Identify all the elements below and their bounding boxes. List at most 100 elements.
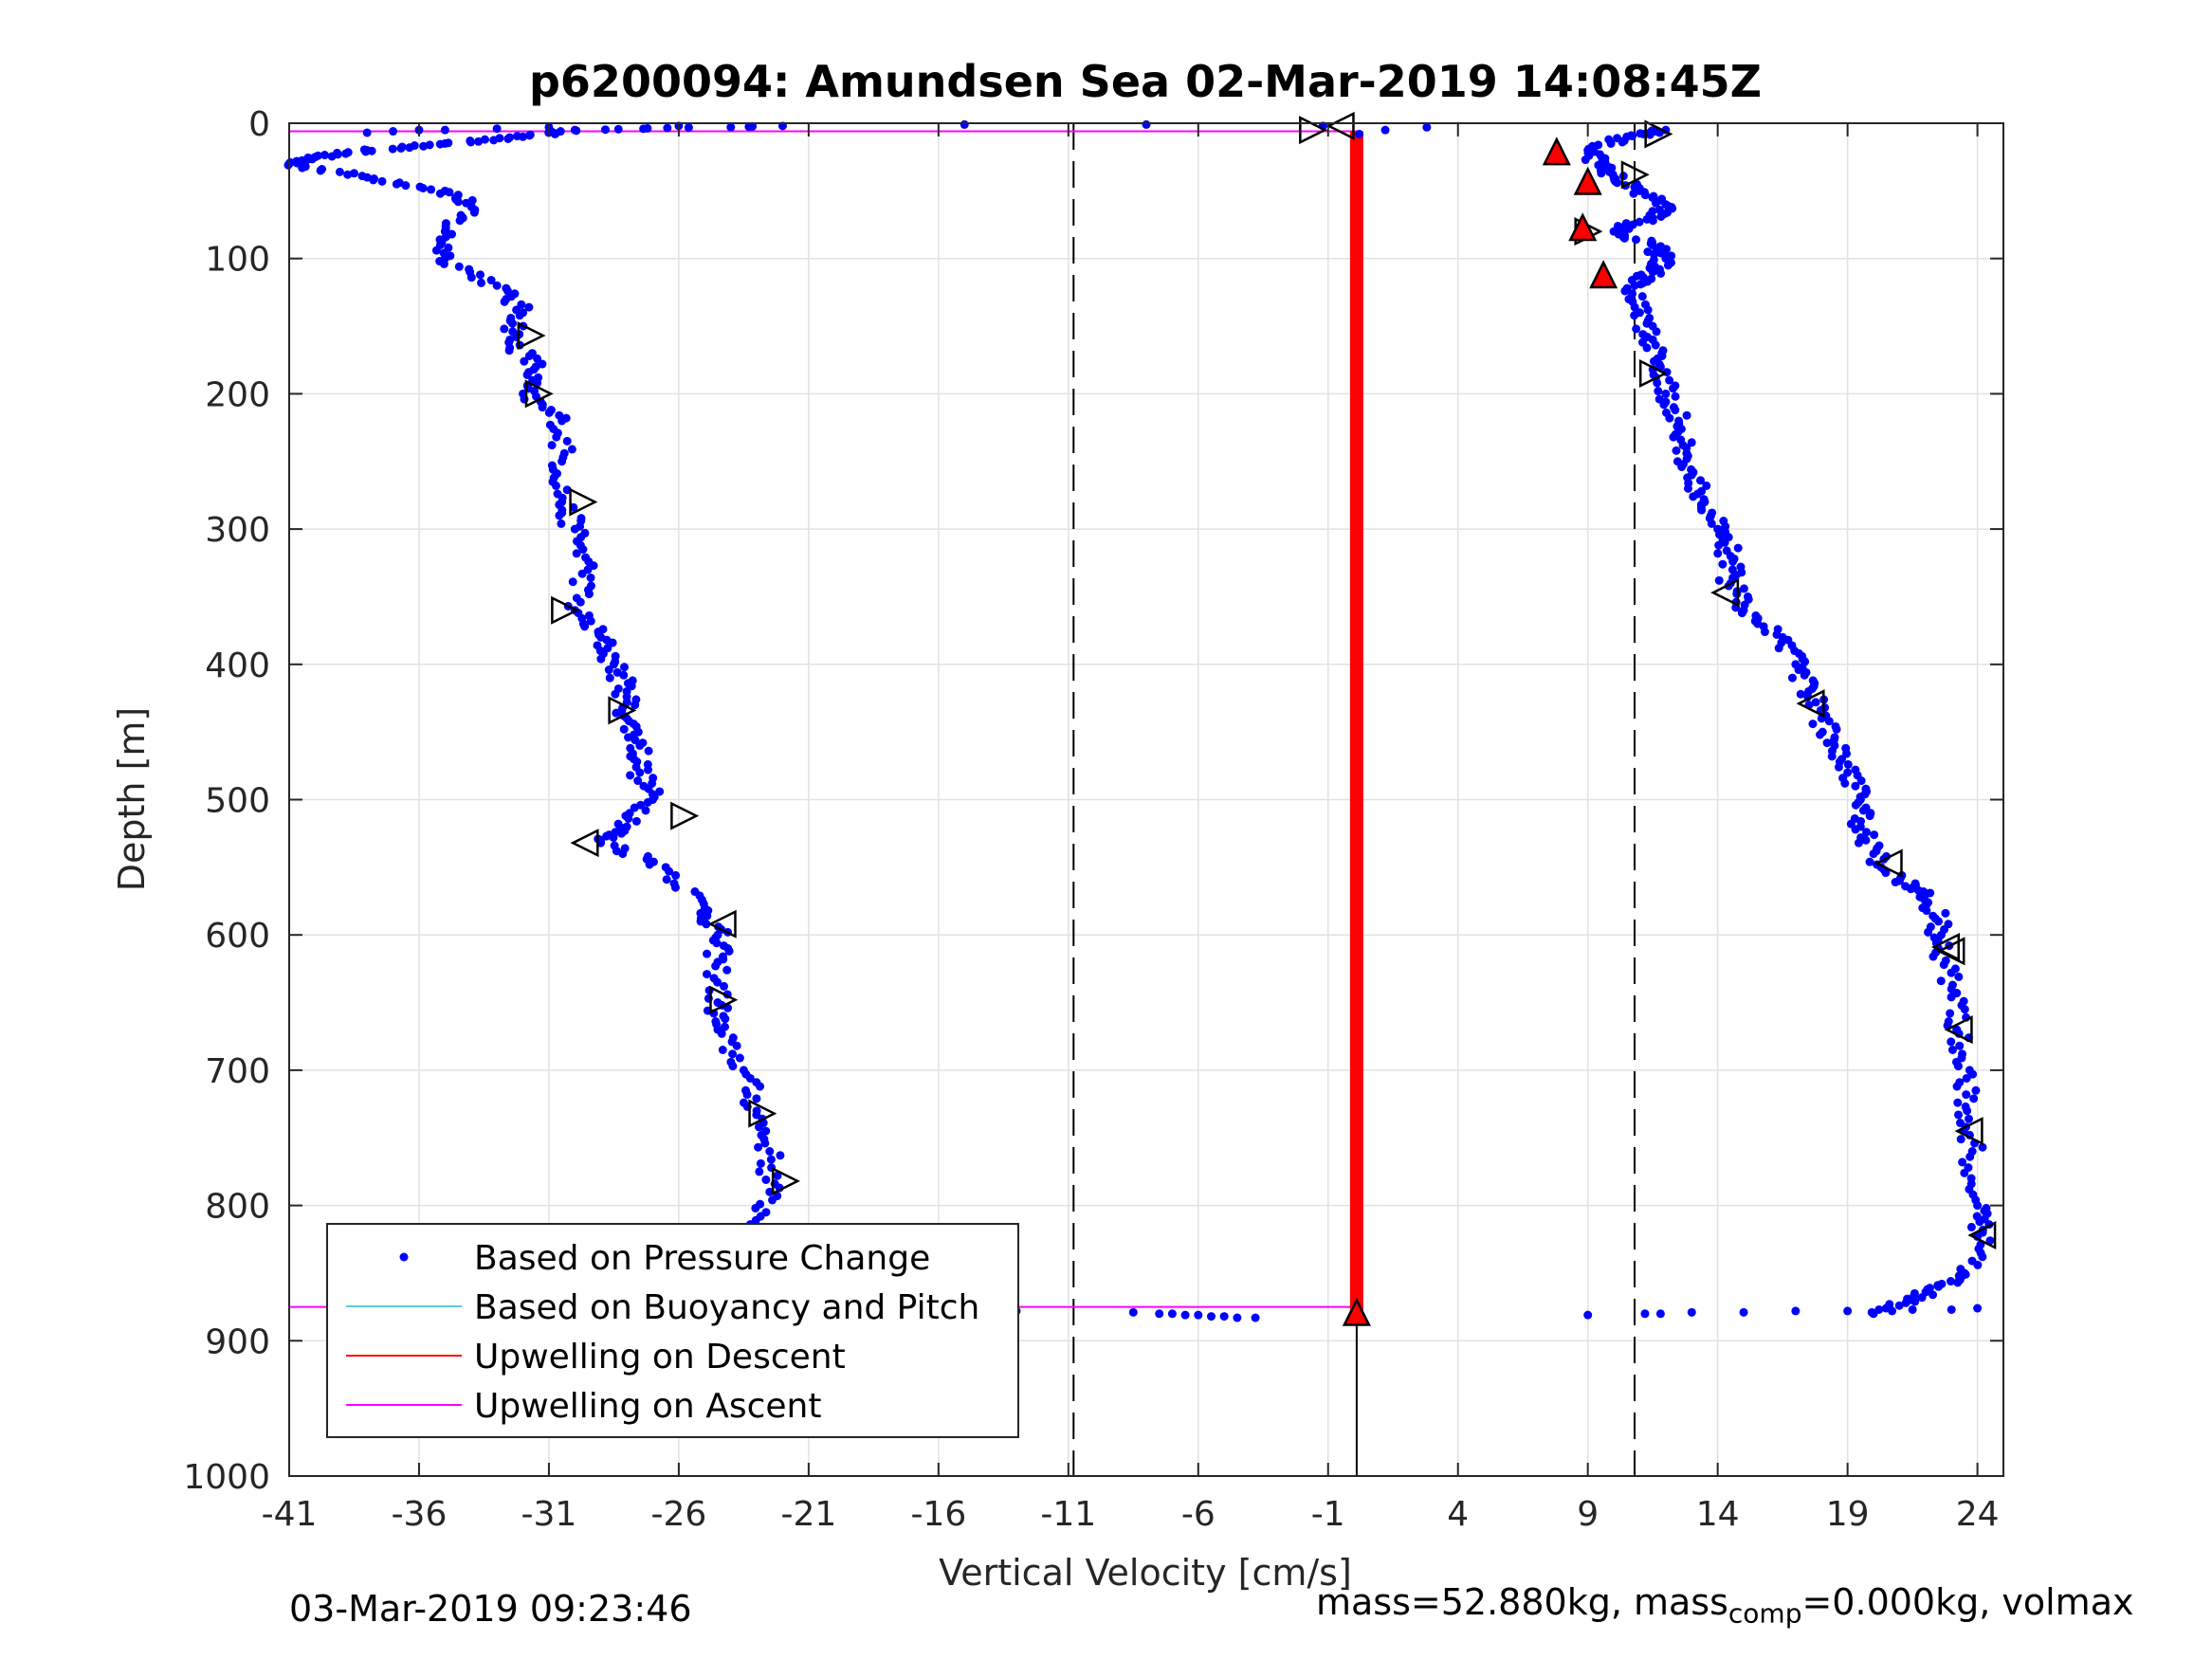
pressure-change-point	[533, 354, 542, 363]
pressure-change-point	[522, 370, 532, 379]
x-tick-label: -21	[780, 1495, 836, 1534]
pressure-change-point	[618, 849, 628, 859]
pressure-change-point	[684, 123, 693, 133]
pressure-change-point	[343, 170, 353, 179]
pressure-change-point	[1649, 191, 1658, 201]
pressure-change-point	[1926, 922, 1935, 932]
pressure-change-point	[703, 970, 712, 979]
pressure-change-point	[643, 797, 652, 807]
x-tick-label: -36	[392, 1495, 448, 1534]
pressure-change-point	[1640, 1309, 1650, 1319]
pressure-change-point	[445, 188, 454, 197]
pressure-change-point	[752, 1094, 761, 1103]
pressure-change-point	[1903, 1294, 1912, 1304]
pressure-change-point	[1978, 1142, 1987, 1152]
pressure-change-point	[1669, 403, 1678, 412]
pressure-change-point	[431, 246, 441, 255]
pressure-change-point	[508, 319, 518, 328]
pressure-change-point	[768, 1195, 777, 1205]
pressure-change-point	[320, 151, 329, 160]
filled-up-triangle-marker	[1568, 212, 1598, 242]
pressure-change-point	[1628, 220, 1637, 229]
pressure-change-point	[619, 670, 629, 680]
pressure-change-point	[1628, 289, 1637, 299]
pressure-change-point	[756, 1158, 765, 1168]
pressure-change-point	[584, 590, 594, 599]
pressure-change-point	[1635, 308, 1644, 318]
pressure-change-point	[1697, 486, 1707, 496]
pressure-change-point	[751, 1203, 760, 1212]
y-tick-label: 400	[205, 647, 270, 685]
pressure-change-point	[427, 185, 436, 194]
pressure-change-point	[1954, 1110, 1964, 1120]
pressure-change-point	[1696, 476, 1706, 485]
footer-timestamp: 03-Mar-2019 09:23:46	[289, 1588, 692, 1630]
right-triangle-marker	[670, 801, 700, 830]
x-tick-label: -1	[1311, 1495, 1345, 1534]
pressure-change-point	[596, 654, 606, 664]
right-triangle-marker	[1620, 160, 1650, 190]
pressure-change-point	[1622, 283, 1632, 293]
pressure-change-point	[1958, 1158, 1967, 1167]
y-tick-label: 800	[205, 1188, 270, 1227]
pressure-change-point	[361, 147, 371, 156]
pressure-change-point	[773, 1171, 782, 1180]
pressure-change-point	[476, 270, 485, 280]
pressure-change-point	[576, 597, 585, 607]
pressure-change-point	[557, 519, 566, 528]
pressure-change-point	[1955, 1041, 1965, 1050]
pressure-change-point	[1966, 1174, 1976, 1183]
pressure-change-point	[1655, 242, 1665, 251]
y-tick-label: 500	[205, 782, 270, 821]
pressure-change-point	[489, 136, 499, 145]
pressure-change-point	[641, 806, 650, 815]
pressure-change-point	[362, 128, 372, 137]
pressure-change-point	[481, 135, 490, 144]
pressure-change-point	[1155, 1309, 1164, 1319]
pressure-change-point	[611, 689, 620, 699]
pressure-change-point	[1632, 324, 1641, 334]
pressure-change-point	[1820, 702, 1830, 712]
left-triangle-marker	[1325, 111, 1355, 140]
y-axis-label: Depth [m]	[111, 707, 153, 892]
pressure-change-point	[1929, 933, 1939, 942]
pressure-change-point	[1645, 313, 1654, 322]
pressure-change-point	[761, 1175, 771, 1184]
pressure-change-point	[1667, 251, 1676, 261]
pressure-change-point	[572, 126, 581, 136]
pressure-change-point	[671, 870, 681, 880]
pressure-change-point	[1719, 517, 1728, 526]
pressure-change-point	[558, 416, 567, 426]
pressure-change-point	[635, 768, 645, 777]
pressure-change-point	[349, 169, 358, 178]
pressure-change-point	[1901, 882, 1910, 891]
pressure-change-point	[298, 163, 307, 173]
pressure-change-point	[1850, 813, 1859, 823]
pressure-change-point	[1739, 584, 1748, 593]
pressure-change-point	[760, 1139, 770, 1148]
pressure-change-point	[1910, 879, 1920, 888]
pressure-change-point	[1874, 1304, 1884, 1314]
pressure-change-point	[418, 183, 428, 192]
pressure-change-point	[1791, 660, 1801, 669]
y-tick-label: 1000	[183, 1458, 270, 1497]
pressure-change-point	[728, 1062, 738, 1071]
pressure-change-point	[567, 445, 576, 454]
legend-label: Based on Buoyancy and Pitch	[474, 1288, 979, 1327]
pressure-change-point	[1841, 743, 1851, 753]
pressure-change-point	[619, 663, 629, 672]
pressure-change-point	[580, 622, 590, 631]
pressure-change-point	[1618, 172, 1628, 181]
pressure-change-point	[558, 457, 567, 466]
pressure-change-point	[605, 673, 614, 683]
pressure-change-point	[1885, 1300, 1894, 1309]
pressure-change-point	[624, 733, 633, 742]
pressure-change-point	[1648, 207, 1657, 216]
pressure-change-point	[712, 939, 722, 948]
pressure-change-point	[766, 1155, 776, 1164]
pressure-change-point	[1626, 131, 1636, 140]
footer-mass-a: mass=52.880kg, mass	[1316, 1581, 1728, 1623]
pressure-change-point	[504, 346, 514, 356]
axis-ticks: -41 -36 -31 -26 -21 -16 -11 -6 -1 4 9 14 19 24 0 100 200…	[183, 105, 2003, 1534]
pressure-change-point	[1952, 1025, 1962, 1034]
